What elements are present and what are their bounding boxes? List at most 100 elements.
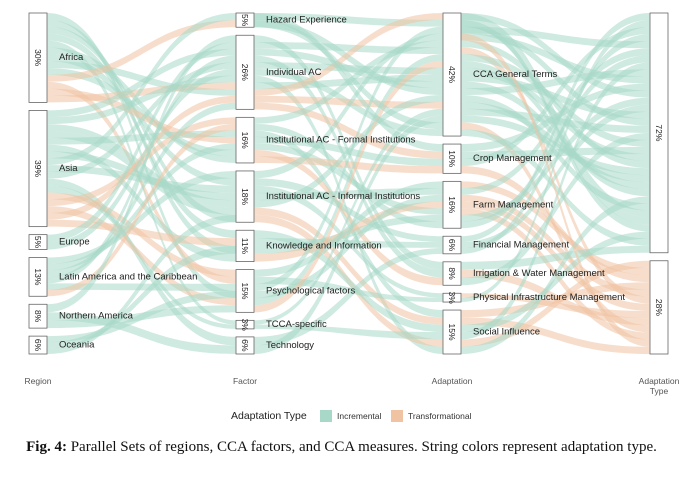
node-bar-factor-1	[235, 34, 255, 110]
ribbon-region-to-factor	[47, 48, 236, 118]
node-label-factor-7: Technology	[266, 340, 314, 351]
node-pct-region-0: 30%	[33, 49, 43, 66]
ribbon-region-to-factor	[47, 41, 236, 243]
ribbon-region-to-factor	[47, 124, 236, 208]
ribbon-region-to-factor	[47, 68, 236, 157]
ribbon-region-to-factor	[47, 26, 236, 223]
ribbon-region-to-factor	[47, 75, 236, 125]
ribbon-adaptation-to-type	[461, 104, 650, 248]
node-bar-region-5	[28, 335, 48, 355]
ribbon-factor-to-adaptation	[254, 62, 443, 75]
node-bar-factor-5	[235, 269, 255, 313]
node-bar-region-2	[28, 234, 48, 250]
ribbon-region-to-factor	[47, 13, 236, 166]
ribbon-region-to-factor	[47, 206, 236, 306]
ribbon-adaptation-to-type	[461, 33, 650, 84]
node-bar-region-0	[28, 12, 48, 103]
node-bar-factor-4	[235, 229, 255, 263]
ribbon-adaptation-to-type	[461, 260, 650, 347]
ribbon-adaptation-to-type	[461, 54, 650, 147]
node-pct-factor-4: 11%	[240, 238, 250, 255]
ribbon-adaptation-to-type	[461, 196, 650, 354]
ribbon-region-to-factor	[47, 123, 236, 297]
node-pct-region-4: 8%	[33, 310, 43, 323]
node-pct-type-1: 28%	[654, 299, 664, 316]
ribbon-factor-to-adaptation	[254, 95, 443, 208]
node-bar-region-1	[28, 110, 48, 228]
node-label-adaptation-1: Crop Management	[473, 153, 552, 164]
node-bar-adaptation-1	[442, 143, 462, 174]
parallel-sets-chart: 30% Africa 39% Asia 5% Europe 13% Latin America…	[25, 12, 680, 422]
caption-text: Parallel Sets of regions, CCA factors, a…	[66, 439, 657, 455]
ribbon-adaptation-to-type	[461, 40, 650, 169]
ribbon-factor-to-adaptation	[254, 13, 443, 152]
node-pct-factor-3: 18%	[240, 188, 250, 205]
ribbon-factor-to-adaptation	[254, 33, 443, 179]
ribbon-adaptation-to-type	[461, 166, 650, 283]
node-bar-region-3	[28, 257, 48, 297]
node-pct-factor-5: 15%	[240, 282, 250, 299]
node-label-region-0: Africa	[59, 52, 84, 63]
ribbon-region-to-factor	[47, 35, 236, 313]
node-label-region-4: Northern America	[59, 311, 134, 322]
legend-swatch-incremental	[320, 410, 332, 422]
node-label-adaptation-6: Social Influence	[473, 327, 540, 338]
ribbon-adaptation-to-type	[461, 33, 650, 347]
ribbon-region-to-factor	[47, 130, 236, 145]
ribbon-factor-to-adaptation	[254, 108, 443, 325]
ribbon-region-to-factor	[47, 68, 236, 250]
ribbon-region-to-factor	[47, 178, 236, 346]
ribbon-adaptation-to-type	[461, 194, 650, 297]
ribbon-region-to-factor	[47, 214, 236, 354]
figure-caption: Fig. 4: Parallel Sets of regions, CCA fa…	[0, 437, 683, 457]
node-bar-factor-0	[235, 12, 255, 28]
node-bar-factor-3	[235, 170, 255, 223]
ribbon-adaptation-to-type	[461, 34, 650, 254]
node-bar-adaptation-2	[442, 180, 462, 229]
ribbon-region-to-factor	[47, 144, 236, 262]
ribbon-adaptation-to-type	[461, 26, 650, 49]
labels-layer: 30% Africa 39% Asia 5% Europe 13% Latin America…	[33, 14, 664, 352]
ribbon-region-to-factor	[47, 170, 236, 264]
node-label-factor-5: Psychological factors	[266, 285, 355, 296]
node-bar-adaptation-4	[442, 261, 462, 286]
ribbon-adaptation-to-type	[461, 26, 650, 126]
ribbon-adaptation-to-type	[461, 20, 650, 303]
ribbons-layer	[47, 13, 650, 354]
ribbon-factor-to-adaptation	[254, 115, 443, 354]
ribbon-region-to-factor	[47, 88, 236, 144]
ribbon-adaptation-to-type	[461, 27, 650, 167]
node-pct-factor-2: 16%	[240, 132, 250, 149]
node-label-factor-2: Institutional AC - Formal Institutions	[266, 135, 416, 146]
legend: Adaptation Type Incremental Transformati…	[231, 410, 472, 422]
node-label-adaptation-4: Irrigation & Water Management	[473, 268, 605, 279]
node-label-factor-4: Knowledge and Information	[266, 240, 382, 251]
node-pct-factor-1: 26%	[240, 64, 250, 81]
legend-label-incremental: Incremental	[337, 411, 382, 421]
ribbon-factor-to-adaptation	[254, 13, 443, 96]
node-bar-adaptation-3	[442, 235, 462, 255]
node-pct-adaptation-3: 6%	[447, 239, 457, 252]
axis-label-adaptation-type: Adaptation Type	[639, 376, 680, 396]
ribbon-region-to-factor	[47, 55, 236, 284]
node-pct-region-5: 6%	[33, 339, 43, 352]
node-pct-region-1: 39%	[33, 160, 43, 177]
node-pct-adaptation-0: 42%	[447, 66, 457, 83]
figure-number: Fig. 4:	[26, 439, 67, 455]
ribbon-region-to-factor	[47, 62, 236, 179]
node-pct-factor-0: 5%	[240, 14, 250, 27]
ribbon-region-to-factor	[47, 47, 236, 163]
ribbon-factor-to-adaptation	[254, 60, 443, 313]
ribbon-adaptation-to-type	[461, 13, 650, 218]
ribbon-region-to-factor	[47, 290, 236, 343]
ribbon-factor-to-adaptation	[254, 26, 443, 291]
node-pct-region-3: 13%	[33, 268, 43, 285]
axis-label-adaptation: Adaptation	[432, 376, 473, 386]
ribbon-adaptation-to-type	[461, 317, 650, 354]
node-label-region-1: Asia	[59, 163, 78, 174]
ribbon-region-to-factor	[47, 20, 236, 82]
axis-label-factor: Factor	[233, 376, 257, 386]
ribbon-factor-to-adaptation	[254, 130, 443, 318]
legend-swatch-transformational	[391, 410, 403, 422]
legend-title: Adaptation Type	[231, 410, 307, 422]
